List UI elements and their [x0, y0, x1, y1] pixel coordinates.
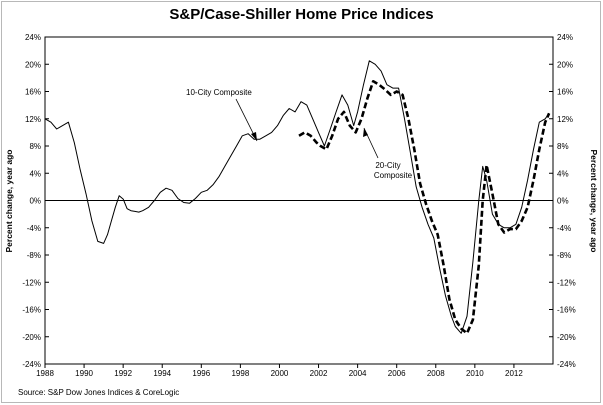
y-axis-label-left: Percent change, year ago [4, 150, 14, 253]
x-tick-label: 1996 [192, 369, 210, 378]
y-tick-label-right: 24% [557, 33, 573, 42]
y-tick-label-left: 0% [29, 197, 41, 206]
y-tick-label-right: -16% [557, 306, 576, 315]
y-tick-label-right: -24% [557, 360, 576, 369]
x-tick-label: 2004 [349, 369, 367, 378]
x-tick-label: 1990 [75, 369, 93, 378]
y-tick-label-left: 24% [25, 33, 41, 42]
y-tick-label-right: 4% [557, 169, 569, 178]
y-tick-label-left: -12% [22, 278, 41, 287]
x-tick-label: 2008 [427, 369, 445, 378]
y-tick-label-right: 12% [557, 115, 573, 124]
annotation-20-city: 20-City Composite [374, 161, 413, 180]
y-tick-label-left: -8% [27, 251, 41, 260]
y-tick-label-left: 4% [29, 169, 41, 178]
y-tick-label-right: -20% [557, 333, 576, 342]
y-tick-label-right: -8% [557, 251, 571, 260]
y-tick-label-right: 16% [557, 88, 573, 97]
series-line-20-city [298, 80, 551, 335]
x-tick-label: 1988 [36, 369, 54, 378]
y-tick-label-right: 8% [557, 142, 569, 151]
y-tick-label-left: 20% [25, 60, 41, 69]
y-tick-label-left: -20% [22, 333, 41, 342]
x-tick-label: 2012 [505, 369, 523, 378]
y-tick-label-right: -4% [557, 224, 571, 233]
annotation-arrowhead-20-city [363, 128, 368, 137]
x-tick-label: 2002 [310, 369, 328, 378]
series-line-10-city [44, 60, 550, 334]
y-tick-label-right: 0% [557, 197, 569, 206]
x-tick-label: 1994 [153, 369, 171, 378]
y-tick-label-left: 8% [29, 142, 41, 151]
source-note: Source: S&P Dow Jones Indices & CoreLogi… [18, 388, 180, 397]
x-tick-label: 2010 [466, 369, 484, 378]
annotation-10-city: 10-City Composite [186, 88, 252, 97]
x-tick-label: 2006 [388, 369, 406, 378]
x-tick-label: 1998 [231, 369, 249, 378]
x-tick-label: 2000 [271, 369, 289, 378]
y-tick-label-left: 16% [25, 88, 41, 97]
y-tick-label-left: -16% [22, 306, 41, 315]
y-tick-label-left: -4% [27, 224, 41, 233]
y-tick-label-left: 12% [25, 115, 41, 124]
y-axis-label-right: Percent change, year ago [589, 150, 599, 253]
x-tick-label: 1992 [114, 369, 132, 378]
annotation-arrowhead-10-city [251, 132, 257, 141]
y-tick-label-left: -24% [22, 360, 41, 369]
y-tick-label-right: 20% [557, 60, 573, 69]
y-tick-label-right: -12% [557, 278, 576, 287]
chart-title: S&P/Case-Shiller Home Price Indices [169, 6, 434, 23]
